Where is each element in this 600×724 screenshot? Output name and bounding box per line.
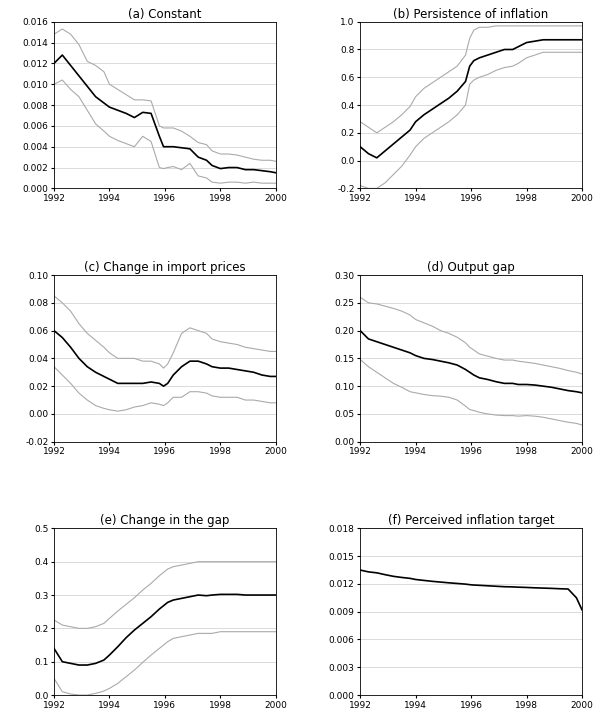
Title: (f) Perceived inflation target: (f) Perceived inflation target xyxy=(388,514,554,527)
Title: (c) Change in import prices: (c) Change in import prices xyxy=(84,261,246,274)
Title: (a) Constant: (a) Constant xyxy=(128,7,202,20)
Title: (e) Change in the gap: (e) Change in the gap xyxy=(100,514,230,527)
Title: (d) Output gap: (d) Output gap xyxy=(427,261,515,274)
Title: (b) Persistence of inflation: (b) Persistence of inflation xyxy=(394,7,549,20)
